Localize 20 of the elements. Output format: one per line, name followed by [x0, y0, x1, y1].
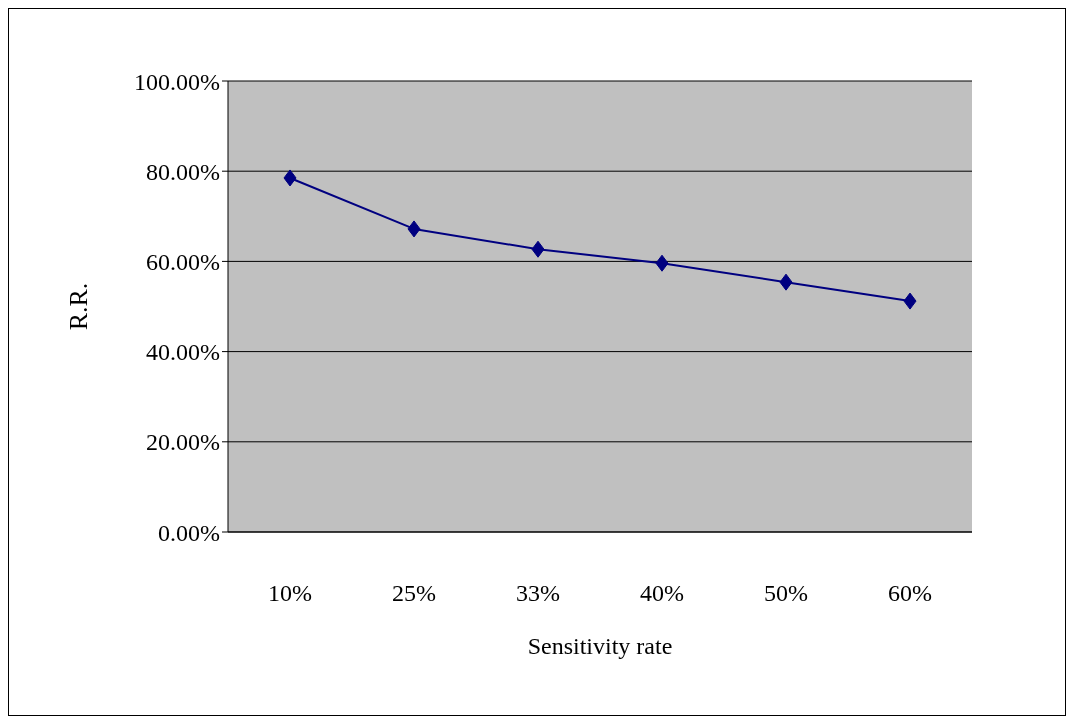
y-tick-label: 20.00% [146, 429, 220, 456]
y-axis-title: R.R. [64, 282, 94, 331]
point [655, 254, 669, 272]
x-tick-label: 40% [640, 580, 684, 607]
x-tick-label: 10% [268, 580, 312, 607]
y-tick-label: 60.00% [146, 248, 220, 275]
x-axis-title: Sensitivity rate [527, 633, 673, 659]
x-tick-label: 50% [764, 580, 808, 607]
y-tick-label: 80.00% [146, 158, 220, 185]
point [283, 169, 297, 187]
x-tick-label: 33% [516, 580, 560, 607]
y-tick-label: 0.00% [158, 519, 220, 546]
point [531, 240, 545, 258]
point [903, 292, 917, 310]
y-tick-label: 40.00% [146, 339, 220, 366]
point [779, 273, 793, 291]
point [407, 220, 421, 238]
x-tick-label: 25% [392, 580, 436, 607]
x-tick-label: 60% [888, 580, 932, 607]
y-tick-label: 100.00% [134, 68, 220, 95]
